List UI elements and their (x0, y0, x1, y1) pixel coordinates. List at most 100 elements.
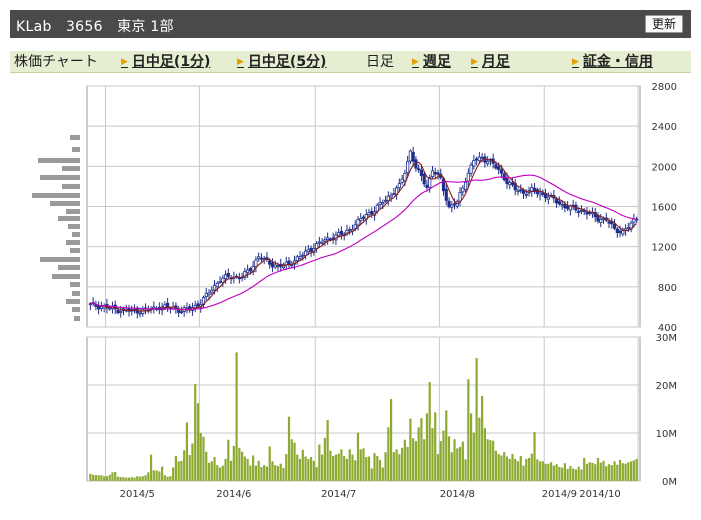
volume-bar (514, 458, 517, 481)
candle-body (422, 173, 426, 185)
volume-profile-bar (68, 224, 80, 229)
candle-body (196, 303, 200, 307)
candle-body (326, 237, 330, 241)
tab-daily: 日足 (366, 53, 394, 71)
candle-body (632, 218, 636, 223)
volume-bar (558, 467, 561, 481)
volume-bar (354, 460, 357, 481)
candle-body (599, 219, 603, 223)
volume-bar (630, 461, 633, 481)
price-tick-label: 1200 (652, 243, 677, 254)
volume-bar (602, 460, 605, 481)
candle-body (246, 269, 250, 273)
candle-body (223, 274, 228, 280)
price-tick-label: 2400 (652, 122, 677, 133)
volume-profile-bar (66, 299, 80, 304)
volume-bar (486, 439, 489, 481)
volume-profile-bar (50, 201, 80, 206)
volume-bar (392, 452, 395, 481)
tab-monthly[interactable]: ▶ 月足 (471, 53, 510, 71)
volume-bar (202, 436, 205, 481)
volume-profile-bar (58, 265, 80, 270)
candle-body (257, 256, 261, 260)
tab-weekly[interactable]: ▶ 週足 (412, 53, 451, 71)
candle-body (505, 177, 509, 185)
volume-profile-bar (72, 291, 80, 296)
volume-bar (207, 462, 211, 481)
volume-bar (221, 465, 224, 481)
volume-bar (191, 443, 194, 481)
candle-body (579, 209, 584, 212)
volume-bar (224, 458, 227, 481)
candle-body (555, 198, 559, 204)
candle-body (400, 178, 404, 183)
tab-label: 証金・信用 (582, 54, 653, 70)
volume-profile-bar (32, 193, 80, 198)
candle-body (273, 264, 277, 268)
volume-bar (147, 472, 150, 481)
volume-bar (497, 454, 500, 481)
volume-bar (431, 428, 434, 481)
candle-body (215, 282, 219, 288)
volume-bar (541, 461, 544, 481)
candle-body (417, 168, 421, 171)
volume-bar (610, 465, 613, 481)
candle-body (381, 202, 385, 205)
candle-body (397, 183, 401, 189)
volume-bar (453, 439, 456, 481)
candle-body (563, 204, 567, 209)
volume-bar (116, 476, 120, 481)
date-tick-label: 2014/9 (542, 489, 577, 500)
candle-body (411, 151, 415, 162)
volume-bar (552, 465, 555, 481)
volume-bar (607, 464, 611, 481)
price-axis: 400 800 1200 1600 2000 2400 2800 (652, 82, 677, 334)
volume-bar (505, 456, 509, 481)
volume-profile-bar (66, 209, 80, 214)
volume-bar (163, 475, 166, 481)
volume-bar (511, 454, 514, 481)
volume-bar (403, 439, 406, 481)
volume-bar (585, 463, 589, 481)
volume-profile-bar (72, 307, 80, 312)
tab-intraday-1min[interactable]: ▶ 日中足(1分) (121, 53, 210, 71)
volume-bar (329, 450, 332, 481)
tab-intraday-5min[interactable]: ▶ 日中足(5分) (237, 53, 326, 71)
volume-bar (417, 427, 420, 481)
price-tick-label: 2800 (652, 82, 677, 93)
volume-bar (395, 449, 398, 481)
volume-bar (572, 468, 575, 481)
tab-margin-credit[interactable]: ▶ 証金・信用 (572, 53, 653, 71)
volume-axis: 0M 10M 20M 30M (656, 333, 677, 488)
date-tick-label: 2014/5 (120, 489, 155, 500)
candle-body (486, 161, 490, 165)
volume-bar (591, 462, 594, 481)
candle-body (99, 306, 104, 310)
volume-bar (549, 462, 553, 481)
volume-bar (309, 457, 313, 481)
price-tick-label: 2000 (652, 162, 677, 173)
candle-body (392, 193, 396, 195)
candle-body (254, 259, 258, 268)
volume-bar (243, 456, 246, 481)
volume-bar (389, 398, 393, 481)
volume-bar (249, 465, 252, 481)
volume-bar (456, 448, 459, 481)
volume-bar (127, 477, 131, 481)
volume-bar (613, 461, 616, 481)
volume-bar (94, 475, 97, 481)
refresh-button[interactable]: 更新 (644, 15, 683, 33)
arrow-right-icon: ▶ (121, 57, 128, 67)
arrow-right-icon: ▶ (572, 57, 579, 67)
candle-body (166, 302, 170, 308)
volume-bar (409, 418, 412, 481)
candle-body (207, 292, 211, 296)
volume-bar (188, 455, 191, 481)
candle-body (339, 230, 344, 235)
candle-body (497, 166, 501, 170)
volume-profile-bar (40, 175, 80, 180)
volume-bar (105, 476, 109, 481)
volume-bar (307, 458, 310, 481)
volume-bar (321, 454, 324, 481)
date-tick-label: 2014/7 (321, 489, 356, 500)
